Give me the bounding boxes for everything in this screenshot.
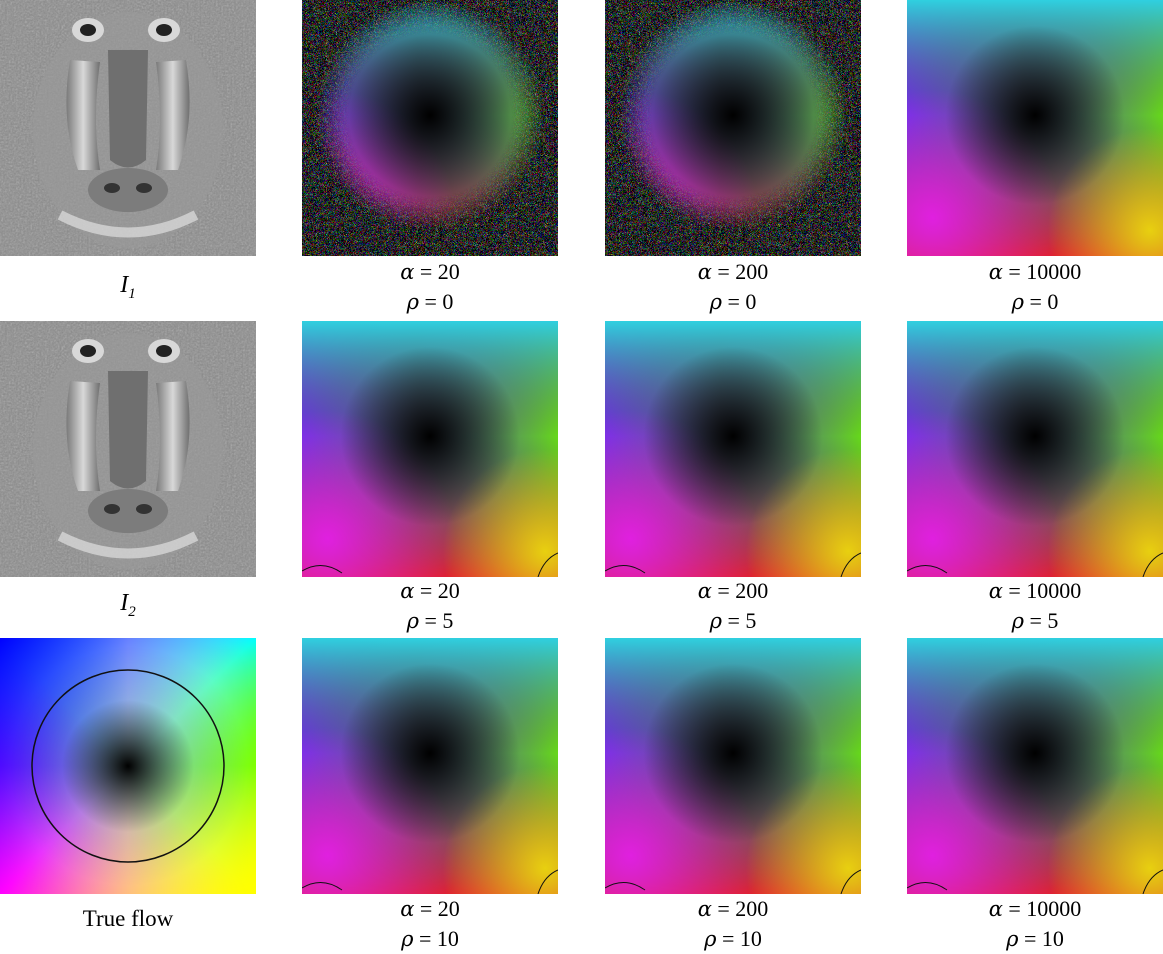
flow-panel-r0-c2	[907, 0, 1163, 256]
flow-caption-r0-c2: α = 10000 ρ = 0	[907, 257, 1163, 317]
reference-circle	[31, 669, 225, 863]
flow-panel-r2-c0	[302, 638, 558, 894]
alpha-line: α = 200	[697, 896, 769, 921]
rho-line: ρ = 5	[406, 608, 454, 633]
flow-caption-r1-c0: α = 20 ρ = 5	[302, 576, 558, 636]
i1-label: I1	[120, 272, 136, 302]
alpha-line: α = 20	[400, 259, 460, 284]
flow-caption-r2-c1: α = 200 ρ = 10	[605, 894, 861, 954]
alpha-line: α = 10000	[988, 896, 1082, 921]
rho-line: ρ = 0	[1011, 289, 1059, 314]
flow-panel-r1-c2	[907, 321, 1163, 577]
flow-panel-r2-c1	[605, 638, 861, 894]
flow-panel-r0-c1	[605, 0, 861, 256]
alpha-line: α = 200	[697, 259, 769, 284]
true-flow-label: True flow	[82, 906, 174, 931]
true-flow-image	[0, 638, 256, 894]
flow-caption-r0-c1: α = 200 ρ = 0	[605, 257, 861, 317]
flow-panel-r2-c2	[907, 638, 1163, 894]
i2-label: I2	[120, 590, 136, 620]
flow-caption-r1-c2: α = 10000 ρ = 5	[907, 576, 1163, 636]
alpha-line: α = 10000	[988, 578, 1082, 603]
alpha-line: α = 20	[400, 896, 460, 921]
baboon-image-i1	[0, 0, 256, 256]
alpha-line: α = 10000	[988, 259, 1082, 284]
rho-line: ρ = 0	[709, 289, 757, 314]
alpha-line: α = 20	[400, 578, 460, 603]
flow-caption-r2-c0: α = 20 ρ = 10	[302, 894, 558, 954]
baboon-image-i2	[0, 321, 256, 577]
flow-caption-r0-c0: α = 20 ρ = 0	[302, 257, 558, 317]
flow-panel-r1-c1	[605, 321, 861, 577]
rho-line: ρ = 0	[406, 289, 454, 314]
rho-line: ρ = 5	[709, 608, 757, 633]
rho-line: ρ = 10	[1006, 926, 1064, 951]
rho-line: ρ = 10	[704, 926, 762, 951]
flow-caption-r1-c1: α = 200 ρ = 5	[605, 576, 861, 636]
rho-line: ρ = 5	[1011, 608, 1059, 633]
flow-panel-r1-c0	[302, 321, 558, 577]
flow-panel-r0-c0	[302, 0, 558, 256]
flow-caption-r2-c2: α = 10000 ρ = 10	[907, 894, 1163, 954]
alpha-line: α = 200	[697, 578, 769, 603]
rho-line: ρ = 10	[401, 926, 459, 951]
